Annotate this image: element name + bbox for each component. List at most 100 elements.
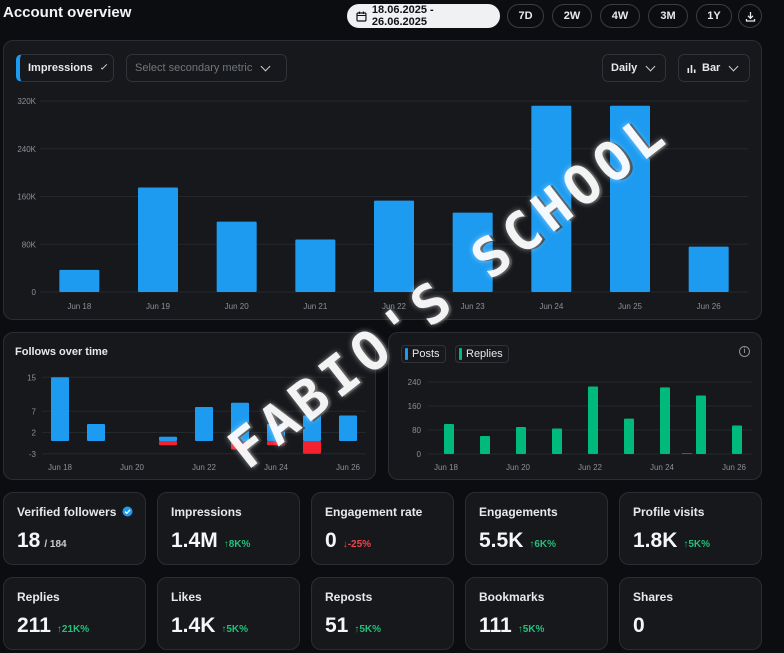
replies-bar xyxy=(552,428,562,454)
replies-bar xyxy=(588,386,598,454)
stat-value: 5.5K ↑6K% xyxy=(479,529,557,552)
stat-delta: ↑5K% xyxy=(354,624,382,635)
y-tick-label: 7 xyxy=(32,407,37,416)
x-tick-label: Jun 22 xyxy=(382,302,407,311)
date-range-button[interactable]: 18.06.2025 - 26.06.2025 xyxy=(347,4,500,28)
replies-bar xyxy=(516,427,526,454)
x-tick-label: Jun 18 xyxy=(67,302,92,311)
stat-value: 51 ↑5K% xyxy=(325,614,382,637)
legend-posts[interactable]: Posts xyxy=(401,345,446,363)
stat-delta: ↑5K% xyxy=(221,624,249,635)
x-tick-label: Jun 22 xyxy=(192,463,217,472)
stat-card-shares: Shares 0 xyxy=(619,577,762,650)
stat-delta: ↑8K% xyxy=(223,539,251,550)
stat-value: 1.4K ↑5K% xyxy=(171,614,249,637)
x-tick-label: Jun 23 xyxy=(461,302,486,311)
x-tick-label: Jun 24 xyxy=(650,463,675,472)
legend-replies-label: Replies xyxy=(466,348,503,360)
range-4w-button[interactable]: 4W xyxy=(600,4,640,28)
y-tick-label: 0 xyxy=(417,450,422,459)
stat-delta: ↑21K% xyxy=(56,624,90,635)
y-tick-label: 240K xyxy=(17,145,36,154)
download-button[interactable] xyxy=(738,4,762,28)
stat-value: 1.8K ↑5K% xyxy=(633,529,711,552)
y-tick-label: 80K xyxy=(22,240,37,249)
stat-card-likes: Likes 1.4K ↑5K% xyxy=(157,577,300,650)
follows-gained-bar xyxy=(231,402,249,441)
impressions-bar xyxy=(688,246,729,292)
x-tick-label: Jun 20 xyxy=(120,463,145,472)
x-tick-label: Jun 20 xyxy=(225,302,250,311)
range-7d-button[interactable]: 7D xyxy=(507,4,544,28)
replies-bar xyxy=(660,387,670,454)
verified-badge-icon xyxy=(122,506,133,517)
impressions-bar xyxy=(531,105,572,293)
follows-gained-bar xyxy=(51,377,69,441)
legend-replies[interactable]: Replies xyxy=(455,345,509,363)
secondary-metric-dropdown[interactable]: Select secondary metric xyxy=(126,54,287,82)
impressions-bar xyxy=(374,200,414,292)
stat-label: Verified followers xyxy=(17,505,133,519)
stat-card-impressions: Impressions 1.4M ↑8K% xyxy=(157,492,300,565)
y-tick-label: 2 xyxy=(32,429,37,438)
x-tick-label: Jun 25 xyxy=(618,302,643,311)
y-tick-label: 15 xyxy=(27,373,36,382)
stat-delta: ↑6K% xyxy=(529,539,557,550)
follows-lost-bar xyxy=(159,441,177,446)
range-3m-button[interactable]: 3M xyxy=(648,4,688,28)
stat-card-engagement-rate: Engagement rate 0 ↓-25% xyxy=(311,492,454,565)
stat-label: Replies xyxy=(17,590,60,604)
stat-value: 0 xyxy=(633,614,645,637)
chart-type-dropdown[interactable]: Bar xyxy=(678,54,750,82)
stat-label: Shares xyxy=(633,590,674,604)
replies-swatch xyxy=(459,348,462,360)
calendar-icon xyxy=(356,11,367,22)
y-tick-label: 80 xyxy=(412,426,421,435)
follows-title: Follows over time xyxy=(15,346,108,358)
stat-label: Engagements xyxy=(479,505,558,519)
x-tick-label: Jun 20 xyxy=(506,463,531,472)
x-tick-label: Jun 26 xyxy=(722,463,747,472)
stat-label: Engagement rate xyxy=(325,505,423,519)
impressions-bar xyxy=(295,239,336,292)
range-2w-button[interactable]: 2W xyxy=(552,4,592,28)
bar-chart-icon xyxy=(687,64,696,73)
stat-value: 1.4M ↑8K% xyxy=(171,529,251,552)
y-tick-label: -3 xyxy=(29,450,37,459)
follows-lost-bar xyxy=(267,441,285,446)
interval-dropdown[interactable]: Daily xyxy=(602,54,666,82)
stat-value: 211 ↑21K% xyxy=(17,614,90,637)
stat-label: Reposts xyxy=(325,590,373,604)
posts-bar xyxy=(682,453,692,454)
follows-bar-chart: -3 2 7 15 Jun 18 Jun 20 Jun 22 Jun 24 Jun 26 xyxy=(27,373,366,472)
stat-delta: ↑5K% xyxy=(683,539,711,550)
impressions-bar xyxy=(452,212,493,292)
x-tick-label: Jun 18 xyxy=(48,463,73,472)
info-icon[interactable]: i xyxy=(739,346,750,357)
y-tick-label: 320K xyxy=(17,97,36,106)
follows-gained-bar xyxy=(267,424,285,441)
replies-bar xyxy=(624,418,634,454)
posts-swatch xyxy=(405,348,408,360)
secondary-metric-placeholder: Select secondary metric xyxy=(135,62,253,74)
y-tick-label: 0 xyxy=(32,288,37,297)
primary-metric-dropdown[interactable]: Impressions xyxy=(16,54,114,82)
stat-card-engagements: Engagements 5.5K ↑6K% xyxy=(465,492,608,565)
stat-label: Likes xyxy=(171,590,202,604)
stat-card-profile-visits: Profile visits 1.8K ↑5K% xyxy=(619,492,762,565)
x-tick-label: Jun 26 xyxy=(697,302,722,311)
x-tick-label: Jun 19 xyxy=(146,302,171,311)
x-tick-label: Jun 22 xyxy=(578,463,603,472)
stat-card-replies: Replies 211 ↑21K% xyxy=(3,577,146,650)
posts-replies-bar-chart: 0 80 160 240 Jun 18 Jun 20 Jun 22 Jun 24 Jun 26 xyxy=(408,378,752,472)
impressions-bar xyxy=(610,105,650,293)
follows-gained-bar xyxy=(303,415,321,441)
page-title: Account overview xyxy=(3,4,132,21)
range-1y-button[interactable]: 1Y xyxy=(696,4,732,28)
stat-label: Profile visits xyxy=(633,505,705,519)
follows-gained-bar xyxy=(87,424,105,441)
stat-value: 18/ 184 xyxy=(17,529,67,552)
download-icon xyxy=(745,11,755,22)
y-tick-label: 160K xyxy=(17,193,36,202)
legend-posts-label: Posts xyxy=(412,348,440,360)
